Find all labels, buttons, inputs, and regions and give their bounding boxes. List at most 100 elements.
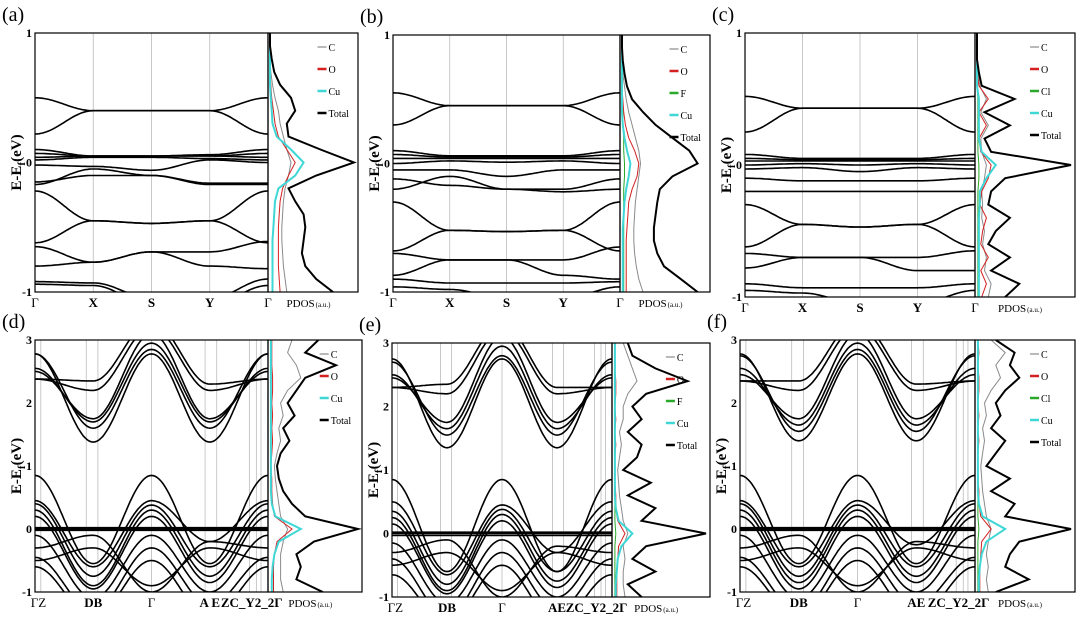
panel-b: (b)1 0 -1 E-Ef(eV) Γ X S Y Γ PDOS(a.u.) COF Cu Total [360,6,711,310]
y-axis-label: E-Ef(eV) [719,137,738,193]
pdos-axis-label: PDOS(a.u.) [998,303,1043,315]
pdos-unit: (a.u.) [663,606,678,614]
band-line-2 [35,342,269,423]
band-line-3 [740,340,976,420]
x-tick-label: Γ [971,300,979,315]
band-line-14 [393,286,620,292]
band-line-0 [392,358,613,449]
legend-label-c: C [1041,350,1048,361]
band-line-5 [35,156,268,161]
legend-label-o: O [329,65,336,76]
y-tick-label: -1 [727,585,737,599]
pdos-label: PDOS [634,603,662,615]
pdos-axis-label: PDOS(a.u.) [639,298,684,310]
y-tick-label: 3 [26,333,32,347]
x-tick-label: Y [559,295,569,310]
y-label-unit: (eV) [367,135,383,162]
x-tick-label: DB [438,600,456,615]
band-line-6 [740,474,976,565]
pdos-label: PDOS [287,298,315,310]
pdos-curve-c [269,33,292,292]
y-axis-label: E-Ef(eV) [9,438,28,494]
band-line-15 [740,547,975,587]
x-tick-label: X [89,295,99,310]
legend-label-o: O [677,375,684,386]
x-tick-label: Γ [741,300,749,315]
legend-label-cl: Cl [1041,394,1051,405]
legend-label-cu: Cu [331,394,343,405]
y-label-main: E-E [714,469,730,494]
band-line-9 [35,509,269,587]
band-line-10 [740,515,976,590]
y-label-unit: (eV) [714,438,730,465]
y-axis-label: E-Ef(eV) [366,442,385,498]
y-tick-label: 0 [384,157,390,171]
x-tick-label: Γ [854,595,862,610]
panel-d: (d)3 2 1 0 -1 E-Ef(eV) ΓZ DB Γ A E ZC_Y2_2Γ PDOS(a.… [2,311,363,610]
legend-label-o: O [331,372,338,383]
x-tick-label: ZC_Y2_2Γ [221,595,283,610]
pdos-label: PDOS [998,303,1026,315]
legend-label-total: Total [329,109,350,120]
band-line-11 [35,534,269,592]
pdos-curve-c [980,340,1006,592]
pdos-axis-label: PDOS(a.u.) [287,298,332,310]
pdos-unit: (a.u.) [668,301,683,309]
legend-label-c: C [1041,43,1048,54]
band-line-13 [740,559,976,592]
band-line-0 [35,353,269,443]
band-line-10 [393,229,621,252]
y-tick-label: 0 [26,522,32,536]
pdos-unit: (a.u.) [316,301,331,309]
pdos-curve-cu [976,340,1008,592]
legend-label-o: O [1041,65,1048,76]
x-tick-label: X [798,300,808,315]
x-tick-label: DB [84,595,102,610]
x-tick-label: ZC_Y2_2Γ [928,595,990,610]
y-label-unit: (eV) [9,134,25,161]
pdos-axis-label: PDOS(a.u.) [634,603,679,615]
band-line-2 [393,149,621,157]
band-line-13 [35,559,269,592]
legend-label-o: O [681,67,688,78]
band-line-12 [392,551,613,597]
band-line-8 [393,175,620,193]
x-tick-label: DB [790,595,808,610]
pdos-curve-c [617,343,638,597]
y-tick-label: 3 [731,333,737,347]
x-tick-label: ΓZ [31,595,47,610]
band-line-1 [393,104,620,126]
pdos-curve-cu [269,33,305,292]
band-line-12 [740,547,976,592]
y-label-sub: f [726,164,738,168]
pdos-unit: (a.u.) [1027,601,1042,609]
pdos-curve-o [977,340,992,592]
y-tick-label: 3 [383,336,389,350]
y-label-main: E-E [367,167,383,192]
x-tick-label: ZC_Y2_2Γ [566,600,628,615]
y-label-unit: (eV) [366,442,382,469]
x-tick-label: AE [548,600,566,615]
band-line-13 [745,282,975,289]
y-label-sub: f [373,469,385,473]
y-label-main: E-E [719,168,735,193]
band-line-2 [745,153,976,160]
legend-label-cu: Cu [1041,416,1053,427]
y-axis-label: E-Ef(eV) [714,438,733,494]
band-line-10 [35,515,269,590]
pdos-curve-cu [621,35,632,292]
x-tick-label: ΓZ [388,600,404,615]
y-tick-label: -1 [22,585,32,599]
panel-label: (b) [360,6,383,28]
pdos-curve-total [976,33,1072,297]
legend-label-cu: Cu [677,419,689,430]
y-label-sub: f [16,465,28,469]
legend-label-cu: Cu [681,111,693,122]
band-line-4 [35,155,268,159]
band-line-4 [740,340,976,392]
legend-label-c: C [681,45,688,56]
x-tick-label: Γ [498,600,506,615]
panel-label: (d) [2,311,25,333]
